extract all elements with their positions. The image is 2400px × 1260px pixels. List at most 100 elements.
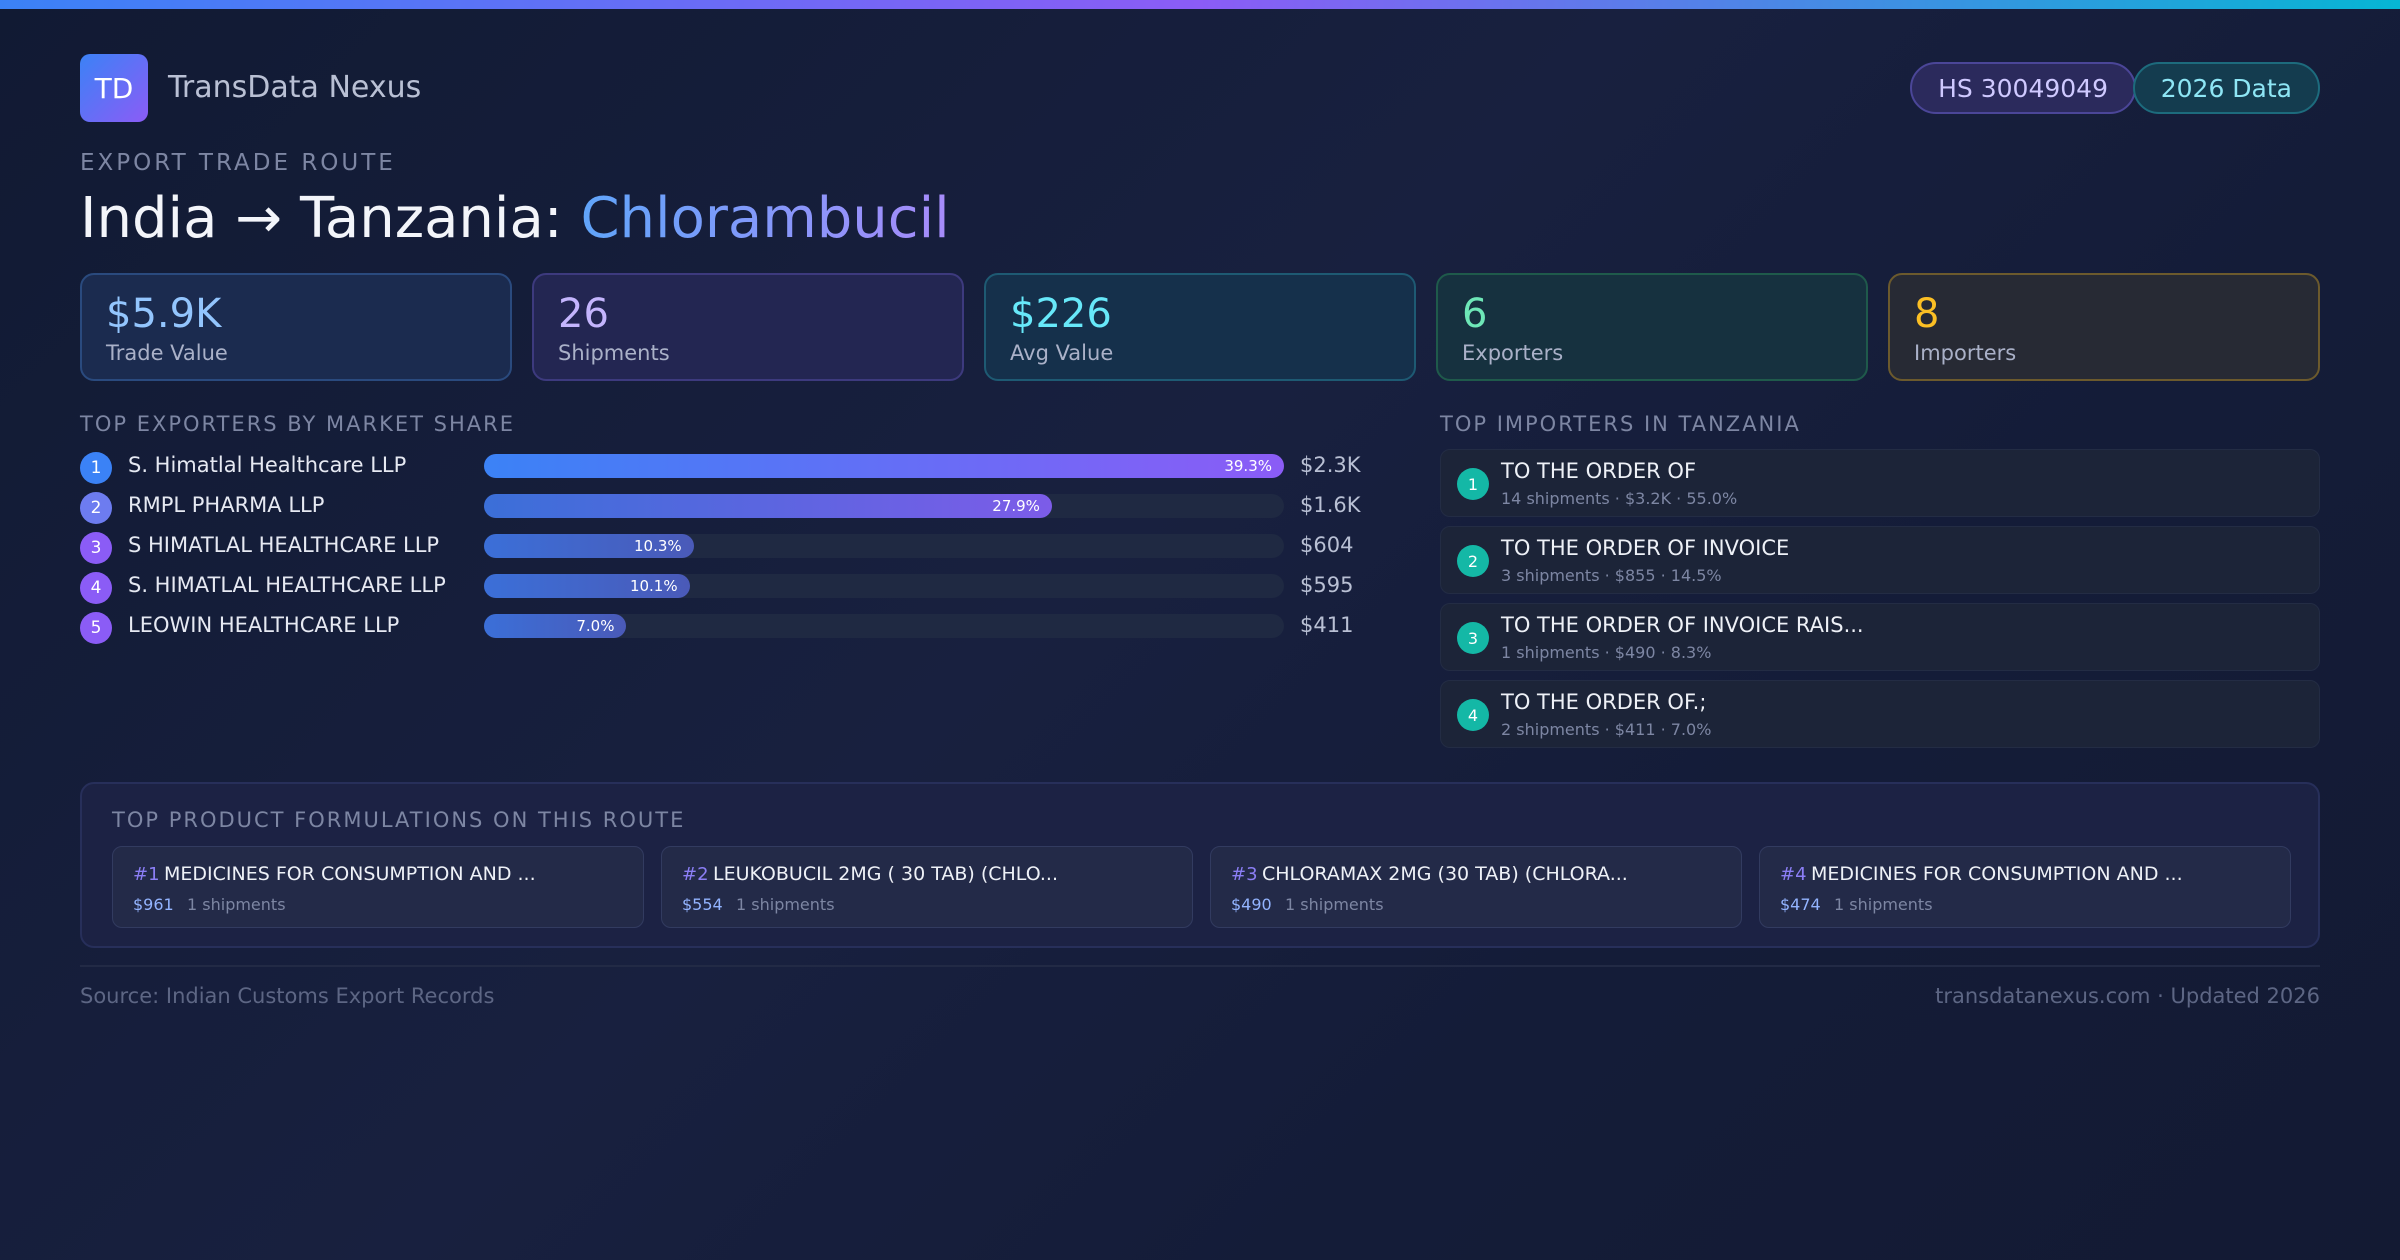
page-title: India → Tanzania: Chlorambucil <box>80 186 950 251</box>
stat-card-avg-value: $226 Avg Value <box>984 273 1416 381</box>
importer-rank: 3 <box>1457 622 1489 654</box>
stat-value: 26 <box>558 291 609 337</box>
exporter-value: $1.6K <box>1300 493 1361 517</box>
importer-card[interactable]: 2 TO THE ORDER OF INVOICE 3 shipments · … <box>1440 526 2320 594</box>
page-eyebrow: EXPORT TRADE ROUTE <box>80 150 396 176</box>
exporter-name: S. Himatlal Healthcare LLP <box>128 453 407 477</box>
page: TD TransData Nexus HS 30049049 2026 Data… <box>80 0 2320 1260</box>
importers-list: 1 TO THE ORDER OF 14 shipments · $3.2K ·… <box>1440 449 2320 757</box>
formulation-value: $490 <box>1231 895 1272 914</box>
stat-card-trade-value: $5.9K Trade Value <box>80 273 512 381</box>
exporter-row[interactable]: 5 LEOWIN HEALTHCARE LLP 7.0% $411 <box>80 608 1360 648</box>
stat-card-importers: 8 Importers <box>1888 273 2320 381</box>
share-bar-track: 27.9% <box>484 494 1284 518</box>
importers-section-title: TOP IMPORTERS IN TANZANIA <box>1440 412 1801 436</box>
exporter-name: RMPL PHARMA LLP <box>128 493 325 517</box>
formulation-rank: #2 <box>682 864 709 885</box>
stat-card-exporters: 6 Exporters <box>1436 273 1868 381</box>
share-label: 7.0% <box>576 617 615 635</box>
formulation-card[interactable]: #3 CHLORAMAX 2MG (30 TAB) (CHLORA... $49… <box>1210 846 1742 928</box>
importer-card[interactable]: 1 TO THE ORDER OF 14 shipments · $3.2K ·… <box>1440 449 2320 517</box>
importer-name: TO THE ORDER OF INVOICE <box>1501 536 1790 560</box>
importer-name: TO THE ORDER OF.; <box>1501 690 1707 714</box>
importer-meta: 3 shipments · $855 · 14.5% <box>1501 566 1722 585</box>
stat-cards: $5.9K Trade Value 26 Shipments $226 Avg … <box>80 273 2320 381</box>
exporter-rank: 3 <box>80 532 112 564</box>
stat-label: Importers <box>1914 341 2017 365</box>
formulation-rank: #4 <box>1780 864 1807 885</box>
exporter-row[interactable]: 1 S. Himatlal Healthcare LLP 39.3% $2.3K <box>80 448 1361 488</box>
formulation-card[interactable]: #2 LEUKOBUCIL 2MG ( 30 TAB) (CHLO... $55… <box>661 846 1193 928</box>
stat-label: Avg Value <box>1010 341 1114 365</box>
exporter-name: S. HIMATLAL HEALTHCARE LLP <box>128 573 446 597</box>
share-label: 10.3% <box>634 537 682 555</box>
route-text: India → Tanzania: <box>80 186 581 251</box>
footer-site[interactable]: transdatanexus.com · Updated 2026 <box>1935 984 2320 1008</box>
importer-meta: 14 shipments · $3.2K · 55.0% <box>1501 489 1738 508</box>
hs-code-badge: HS 30049049 <box>1910 62 2136 114</box>
share-bar: 10.1% <box>484 574 690 598</box>
share-bar: 10.3% <box>484 534 694 558</box>
exporter-row[interactable]: 4 S. HIMATLAL HEALTHCARE LLP 10.1% $595 <box>80 568 1360 608</box>
share-bar: 27.9% <box>484 494 1052 518</box>
formulation-value: $961 <box>133 895 174 914</box>
footer-source: Source: Indian Customs Export Records <box>80 984 495 1008</box>
share-label: 27.9% <box>992 497 1040 515</box>
importer-meta: 1 shipments · $490 · 8.3% <box>1501 643 1712 662</box>
formulation-card[interactable]: #1 MEDICINES FOR CONSUMPTION AND ... $96… <box>112 846 644 928</box>
formulation-rank: #3 <box>1231 864 1258 885</box>
formulation-shipments: 1 shipments <box>187 895 286 914</box>
stat-label: Shipments <box>558 341 670 365</box>
exporter-rank: 5 <box>80 612 112 644</box>
exporter-name: LEOWIN HEALTHCARE LLP <box>128 613 400 637</box>
importer-rank: 1 <box>1457 468 1489 500</box>
formulation-card[interactable]: #4 MEDICINES FOR CONSUMPTION AND ... $47… <box>1759 846 2291 928</box>
formulations-section-title: TOP PRODUCT FORMULATIONS ON THIS ROUTE <box>112 808 686 832</box>
formulation-name: MEDICINES FOR CONSUMPTION AND ... <box>1811 863 2183 885</box>
formulations-panel: TOP PRODUCT FORMULATIONS ON THIS ROUTE #… <box>80 782 2320 948</box>
share-bar-track: 39.3% <box>484 454 1284 478</box>
data-year-badge: 2026 Data <box>2132 62 2320 114</box>
stat-card-shipments: 26 Shipments <box>532 273 964 381</box>
exporters-section-title: TOP EXPORTERS BY MARKET SHARE <box>80 412 516 436</box>
formulation-rank: #1 <box>133 864 160 885</box>
stat-value: 8 <box>1914 291 1940 337</box>
exporter-row[interactable]: 3 S HIMATLAL HEALTHCARE LLP 10.3% $604 <box>80 528 1360 568</box>
formulation-name: CHLORAMAX 2MG (30 TAB) (CHLORA... <box>1262 863 1628 885</box>
importer-rank: 2 <box>1457 545 1489 577</box>
exporter-rank: 4 <box>80 572 112 604</box>
importer-name: TO THE ORDER OF <box>1501 459 1697 483</box>
formulation-value: $554 <box>682 895 723 914</box>
exporter-row[interactable]: 2 RMPL PHARMA LLP 27.9% $1.6K <box>80 488 1361 528</box>
brand-name: TransData Nexus <box>168 70 422 105</box>
product-name: Chlorambucil <box>580 186 950 251</box>
exporter-name: S HIMATLAL HEALTHCARE LLP <box>128 533 440 557</box>
exporter-value: $411 <box>1300 613 1354 637</box>
stat-value: $226 <box>1010 291 1112 337</box>
exporter-value: $604 <box>1300 533 1354 557</box>
share-bar: 39.3% <box>484 454 1284 478</box>
importer-card[interactable]: 3 TO THE ORDER OF INVOICE RAIS... 1 ship… <box>1440 603 2320 671</box>
footer-divider <box>80 965 2320 967</box>
share-bar-track: 10.1% <box>484 574 1284 598</box>
formulation-name: LEUKOBUCIL 2MG ( 30 TAB) (CHLO... <box>713 863 1059 885</box>
exporter-rank: 2 <box>80 492 112 524</box>
share-bar: 7.0% <box>484 614 627 638</box>
formulation-shipments: 1 shipments <box>1834 895 1933 914</box>
header: TD TransData Nexus HS 30049049 2026 Data <box>80 54 2320 122</box>
stat-value: 6 <box>1462 291 1488 337</box>
importer-card[interactable]: 4 TO THE ORDER OF.; 2 shipments · $411 ·… <box>1440 680 2320 748</box>
importer-rank: 4 <box>1457 699 1489 731</box>
exporters-list: 1 S. Himatlal Healthcare LLP 39.3% $2.3K… <box>80 448 1361 648</box>
share-label: 39.3% <box>1224 457 1272 475</box>
share-bar-track: 7.0% <box>484 614 1284 638</box>
exporter-value: $595 <box>1300 573 1354 597</box>
formulation-shipments: 1 shipments <box>1285 895 1384 914</box>
formulation-value: $474 <box>1780 895 1821 914</box>
importer-name: TO THE ORDER OF INVOICE RAIS... <box>1501 613 1864 637</box>
top-accent-bar <box>0 0 2400 9</box>
stat-label: Exporters <box>1462 341 1564 365</box>
stat-value: $5.9K <box>106 291 222 337</box>
share-label: 10.1% <box>629 577 678 595</box>
share-bar-track: 10.3% <box>484 534 1284 558</box>
